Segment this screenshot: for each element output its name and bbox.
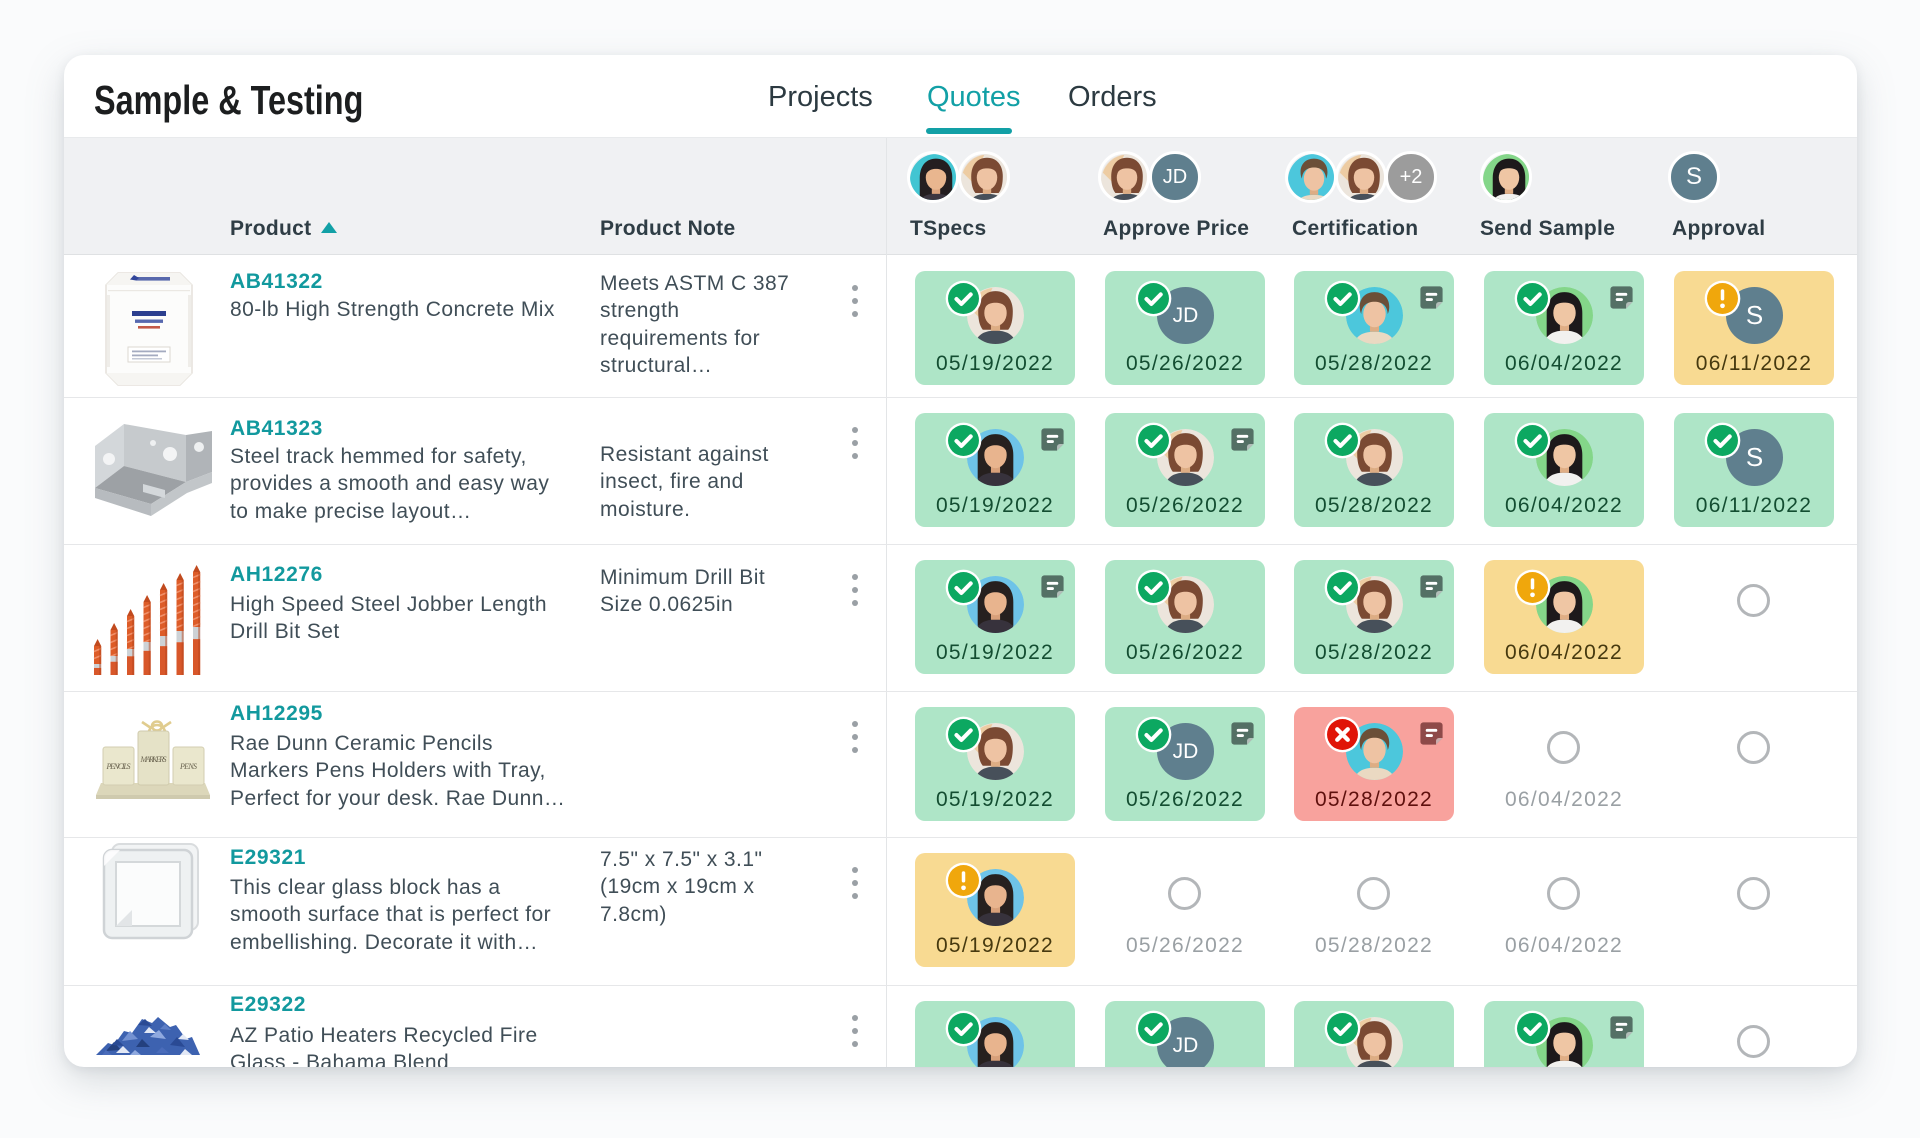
svg-text:PENS: PENS bbox=[179, 762, 197, 771]
svg-text:MARKERS: MARKERS bbox=[140, 755, 167, 764]
svg-text:PENCILS: PENCILS bbox=[106, 762, 131, 771]
